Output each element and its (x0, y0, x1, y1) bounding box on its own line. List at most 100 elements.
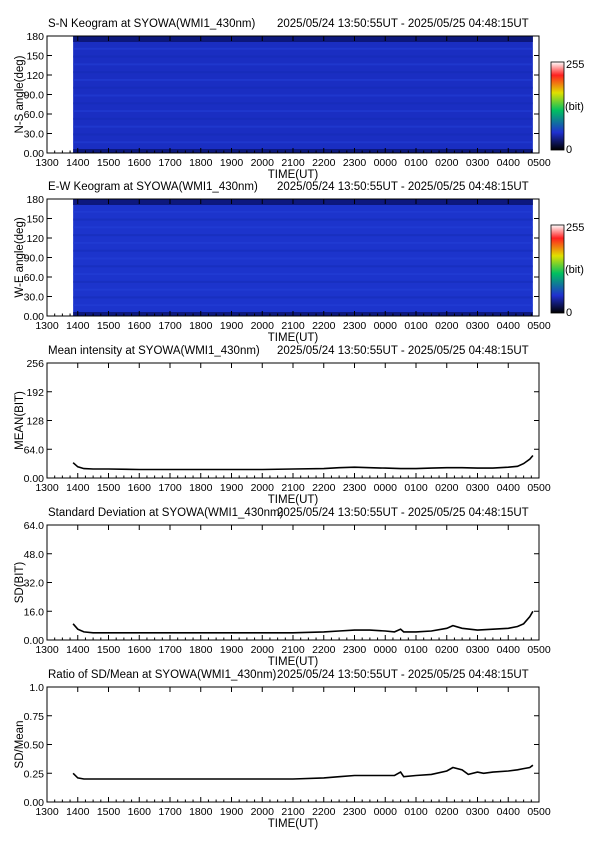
x-tick-label: 1500 (97, 157, 121, 169)
y-tick-label: 32.0 (24, 578, 45, 590)
x-tick-label: 0100 (404, 482, 428, 494)
keogram-band (73, 249, 533, 252)
x-tick-label: 1600 (128, 482, 152, 494)
x-tick-label: 2200 (312, 806, 336, 818)
x-tick-label: 0300 (466, 482, 490, 494)
y-tick-label: 16.0 (24, 606, 45, 618)
keogram-band (73, 133, 533, 136)
keogram-band (73, 273, 533, 276)
x-tick-label: 1400 (66, 482, 90, 494)
x-tick-label: 1700 (158, 644, 182, 656)
x-tick-label: 0400 (497, 320, 521, 332)
x-tick-label: 2200 (312, 482, 336, 494)
y-axis-label: N-S angle(deg) (14, 55, 26, 133)
keogram-band (73, 218, 533, 221)
keogram-band (73, 241, 533, 244)
keogram-edge (73, 149, 533, 153)
panel-4: Standard Deviation at SYOWA(WMI1_430nm)2… (14, 507, 551, 668)
x-tick-label: 0100 (404, 320, 428, 332)
x-tick-label: 0500 (527, 482, 551, 494)
x-tick-label: 0100 (404, 644, 428, 656)
x-tick-label: 2100 (281, 482, 305, 494)
y-tick-label: 60.0 (24, 272, 45, 284)
keogram-edge (73, 312, 533, 316)
y-tick-label: 1.0 (29, 682, 44, 694)
keogram-band (73, 226, 533, 229)
x-tick-label: 0400 (497, 157, 521, 169)
panel-2: E-W Keogram at SYOWA(WMI1_430nm) 2025/05/… (14, 181, 584, 344)
keogram-edge (73, 199, 533, 205)
y-tick-label: 0.25 (24, 768, 45, 780)
x-tick-label: 0400 (497, 482, 521, 494)
x-tick-label: 2100 (281, 157, 305, 169)
x-tick-label: 1700 (158, 806, 182, 818)
y-tick-label: 0.00 (24, 311, 45, 323)
keogram-band (73, 110, 533, 113)
x-tick-label: 1900 (220, 482, 244, 494)
chart-title: Standard Deviation at SYOWA(WMI1_430nm) (48, 507, 284, 519)
x-tick-label: 1300 (35, 482, 59, 494)
x-tick-label: 1800 (189, 806, 213, 818)
keogram-band (73, 117, 533, 120)
x-tick-label: 2000 (251, 806, 275, 818)
x-tick-label: 0500 (527, 806, 551, 818)
series-line (72, 610, 534, 634)
series-line (72, 454, 534, 471)
x-tick-label: 2200 (312, 157, 336, 169)
y-tick-label: 0.75 (24, 711, 45, 723)
x-tick-label: 0300 (466, 320, 490, 332)
x-tick-label: 1600 (128, 806, 152, 818)
x-tick-label: 2300 (343, 806, 367, 818)
x-tick-label: 2100 (281, 644, 305, 656)
x-tick-label: 1300 (35, 644, 59, 656)
y-axis-label: SD(BIT) (14, 562, 26, 604)
y-axis-label: W-E angle(deg) (14, 217, 26, 297)
x-axis-label: TIME(UT) (268, 656, 319, 668)
x-tick-label: 0000 (374, 482, 398, 494)
x-tick-label: 2000 (251, 482, 275, 494)
chart-title: E-W Keogram at SYOWA(WMI1_430nm) (48, 181, 258, 193)
time-range: 2025/05/24 13:50:55UT - 2025/05/25 04:48… (277, 181, 529, 193)
keogram-band (73, 288, 533, 291)
keogram-edge (73, 36, 533, 42)
x-tick-label: 1300 (35, 320, 59, 332)
y-tick-label: 128 (26, 416, 44, 428)
x-tick-label: 1900 (220, 644, 244, 656)
keogram-band (73, 78, 533, 81)
panel-3: Mean intensity at SYOWA(WMI1_430nm) 2025/… (14, 345, 551, 506)
x-tick-label: 0200 (435, 644, 459, 656)
time-range: 2025/05/24 13:50:55UT - 2025/05/25 04:48… (277, 507, 529, 519)
keogram-band (73, 257, 533, 260)
plot-frame (46, 524, 540, 641)
y-axis-label: MEAN(BIT) (14, 391, 26, 450)
x-tick-label: 1300 (35, 157, 59, 169)
x-tick-label: 1500 (97, 320, 121, 332)
x-tick-label: 0200 (435, 320, 459, 332)
chart-title: Ratio of SD/Mean at SYOWA(WMI1_430nm) (48, 669, 277, 681)
x-tick-label: 2200 (312, 320, 336, 332)
x-tick-label: 1500 (97, 482, 121, 494)
x-tick-label: 2000 (251, 644, 275, 656)
y-tick-label: 180 (26, 194, 44, 206)
x-tick-label: 0000 (374, 806, 398, 818)
x-tick-label: 0100 (404, 157, 428, 169)
colorbar (550, 224, 565, 314)
x-tick-label: 1700 (158, 320, 182, 332)
x-tick-label: 2300 (343, 644, 367, 656)
x-tick-label: 2300 (343, 320, 367, 332)
keogram-band (73, 280, 533, 283)
keogram-band (73, 94, 533, 97)
series-line (72, 764, 534, 780)
keogram-band (73, 63, 533, 66)
x-axis-label: TIME(UT) (268, 169, 319, 181)
x-tick-label: 2000 (251, 157, 275, 169)
time-range: 2025/05/24 13:50:55UT - 2025/05/25 04:48… (277, 345, 529, 357)
x-tick-label: 2100 (281, 806, 305, 818)
x-tick-label: 1300 (35, 806, 59, 818)
x-tick-label: 1900 (220, 806, 244, 818)
y-tick-label: 0.00 (24, 473, 45, 485)
x-tick-label: 1800 (189, 644, 213, 656)
keogram-band (73, 296, 533, 299)
y-tick-label: 0.00 (24, 148, 45, 160)
y-tick-label: 30.0 (24, 129, 45, 141)
